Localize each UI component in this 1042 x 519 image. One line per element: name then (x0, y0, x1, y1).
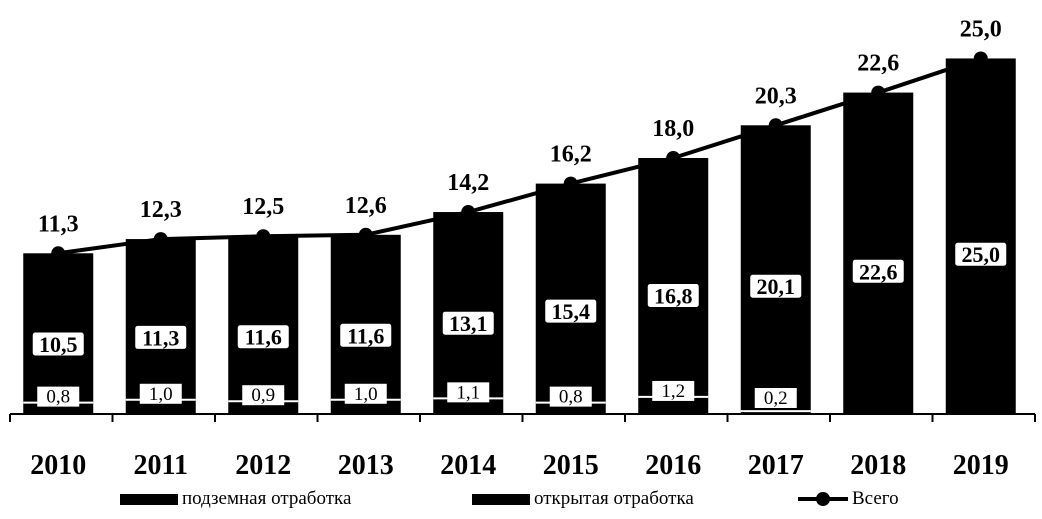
chart: 2010 2011 2012 2013 2014 2015 2016 2017 2018 2019… (9, 16, 1036, 481)
total-line-layer (51, 51, 988, 261)
x-tick-label: 2010 (30, 450, 86, 481)
underground-label-box (242, 385, 285, 406)
data-label-open-pit: 11,6 (347, 323, 384, 348)
data-label-underground: 1,0 (354, 384, 378, 405)
bar-open-pit (740, 125, 811, 412)
bar-open-pit (23, 253, 94, 403)
data-label-open-pit-box (954, 241, 1008, 267)
underground-label-box (344, 383, 387, 404)
legend-item-underground: подземная отработка (120, 484, 351, 514)
data-label-open-pit: 22,6 (859, 259, 898, 284)
data-label-underground: 0,8 (46, 387, 70, 408)
legend-label-total: Всего (852, 488, 899, 509)
data-label-underground: 1,1 (456, 382, 480, 403)
data-label-open-pit-box (134, 324, 188, 350)
data-label-open-pit-box (851, 258, 905, 284)
x-tick-label: 2014 (440, 450, 496, 481)
legend-item-open-pit: открытая отработка (472, 484, 694, 514)
legend-line-marker-icon (798, 492, 848, 506)
data-label-total: 20,3 (755, 83, 797, 109)
x-tick-label: 2012 (235, 450, 291, 481)
total-point (563, 176, 578, 191)
underground-label-box (652, 380, 695, 401)
x-tick-label: 2018 (850, 450, 906, 481)
x-tick-label: 2019 (953, 450, 1009, 481)
data-label-open-pit-box (339, 322, 393, 348)
bar-open-pit (945, 58, 1016, 414)
total-line (57, 56, 982, 256)
x-tick-label: 2011 (134, 450, 188, 481)
x-tick-label: 2016 (645, 450, 701, 481)
bar-open-pit (433, 212, 504, 399)
data-label-open-pit-box (31, 331, 85, 357)
legend-label-underground: подземная отработка (182, 488, 352, 509)
total-point (153, 232, 168, 247)
data-label-underground: 1,0 (149, 384, 173, 405)
legend-label-open-pit: открытая отработка (534, 488, 694, 509)
underground-label-box (37, 386, 80, 407)
bar-underground (23, 402, 94, 414)
data-label-underground: 0,8 (559, 387, 583, 408)
x-axis: 2010 2011 2012 2013 2014 2015 2016 2017 2018 2019 (9, 413, 1036, 481)
data-label-open-pit-box (441, 310, 495, 336)
total-point (358, 227, 373, 242)
data-label-total: 25,0 (960, 16, 1002, 42)
data-label-open-pit: 15,4 (552, 299, 591, 324)
total-point (666, 151, 681, 165)
data-label-open-pit: 11,3 (142, 325, 179, 350)
data-label-open-pit: 20,1 (757, 274, 796, 299)
bar-underground (638, 396, 709, 414)
total-point (461, 205, 476, 220)
data-label-open-pit: 16,8 (654, 283, 693, 308)
bar-open-pit (228, 236, 299, 402)
underground-label-box (754, 388, 797, 408)
data-label-open-pit-box (646, 282, 700, 308)
bar-underground (535, 402, 606, 414)
total-point (871, 85, 886, 100)
bars-layer (23, 58, 1016, 415)
data-label-total: 16,2 (550, 142, 592, 168)
data-label-open-pit: 25,0 (962, 242, 1001, 267)
underground-label-box (549, 386, 592, 407)
data-label-total: 12,3 (140, 197, 182, 223)
bar-open-pit (638, 158, 709, 397)
data-label-total: 11,3 (38, 211, 79, 237)
data-label-underground: 0,9 (251, 385, 275, 406)
data-label-open-pit-box (749, 273, 803, 299)
data-label-total: 22,6 (857, 51, 899, 77)
legend-item-total: Всего (798, 484, 899, 514)
underground-label-box (139, 383, 182, 404)
data-labels-layer: 0,8 10,5 1,0 11,3 0,9 11,6 1,0 11,6 1,1 13,1 0,8 15… (31, 16, 1008, 409)
data-label-underground: 1,2 (661, 381, 685, 402)
bar-underground (740, 411, 811, 414)
data-label-open-pit-box (544, 298, 598, 324)
data-label-total: 12,6 (345, 193, 387, 219)
legend-swatch-open-pit (472, 493, 530, 505)
x-tick-label: 2017 (748, 450, 804, 481)
total-point (973, 51, 988, 66)
data-label-open-pit: 11,6 (245, 325, 282, 350)
legend-swatch-underground (120, 493, 178, 505)
total-point (256, 229, 271, 244)
data-label-open-pit: 10,5 (39, 332, 78, 357)
data-label-total: 12,5 (242, 194, 284, 220)
x-tick-label: 2013 (338, 450, 394, 481)
x-tick-label: 2015 (543, 450, 599, 481)
bar-open-pit (125, 239, 196, 400)
total-point (768, 118, 783, 133)
data-label-total: 18,0 (652, 116, 694, 142)
data-label-open-pit-box (236, 324, 290, 350)
bar-open-pit (843, 92, 914, 415)
bar-open-pit (330, 234, 401, 400)
data-label-total: 14,2 (447, 170, 489, 196)
underground-label-box (447, 382, 490, 403)
legend: подземная отработка открытая отработка В… (0, 484, 1042, 514)
data-label-underground: 0,2 (764, 388, 788, 409)
data-label-open-pit: 13,1 (449, 311, 488, 336)
total-point (51, 246, 66, 261)
bar-open-pit (535, 183, 606, 403)
